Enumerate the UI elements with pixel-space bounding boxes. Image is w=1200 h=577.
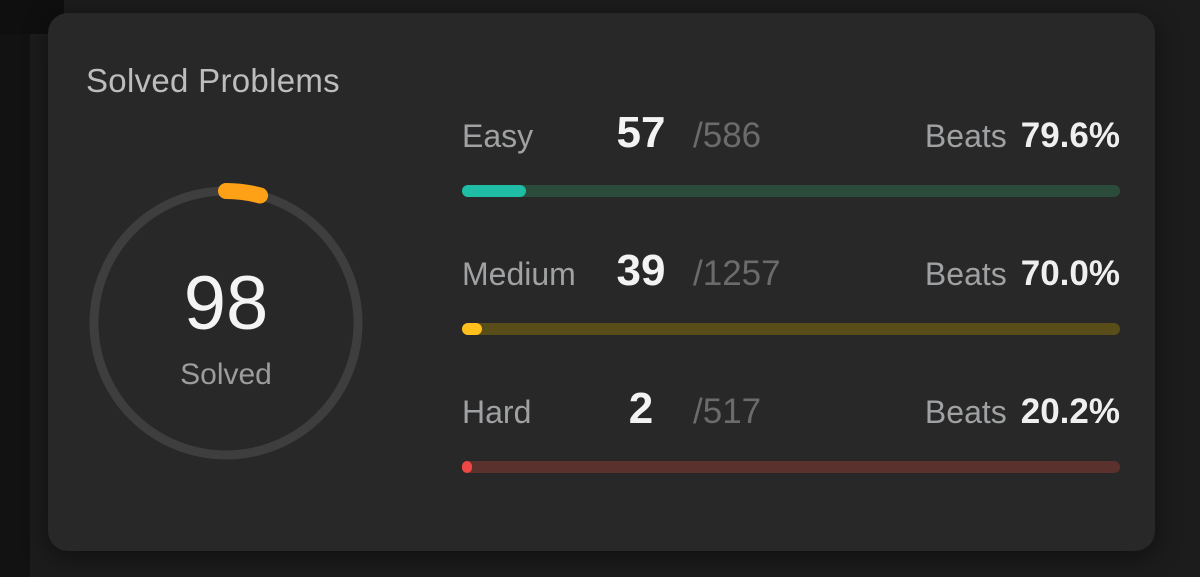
beats-label: Beats: [924, 256, 1007, 292]
total-count-value: /586: [693, 116, 762, 155]
progress-bar-track: [462, 461, 1120, 473]
row-header: Medium 39 /1257 Beats 70.0%: [462, 246, 1120, 303]
difficulty-row-hard[interactable]: Hard 2 /517 Beats 20.2%: [462, 384, 1120, 488]
progress-bar-track: [462, 323, 1120, 335]
progress-bar-fill: [462, 185, 526, 197]
beats-label: Beats: [924, 394, 1007, 430]
beats-percentage: 20.2%: [1020, 392, 1120, 431]
difficulty-label: Hard: [462, 394, 532, 430]
solved-caption: Solved: [180, 358, 272, 391]
beats-percentage: 79.6%: [1020, 116, 1120, 155]
difficulty-row-medium[interactable]: Medium 39 /1257 Beats 70.0%: [462, 246, 1120, 350]
solved-problems-card: Solved Problems 98 Solved Easy 57 /586 B…: [48, 13, 1155, 551]
solved-count: 98: [183, 261, 269, 346]
page-edge-strip: [0, 0, 30, 577]
row-header: Easy 57 /586 Beats 79.6%: [462, 108, 1120, 165]
beats-percentage: 70.0%: [1020, 254, 1120, 293]
difficulty-row-easy[interactable]: Easy 57 /586 Beats 79.6%: [462, 108, 1120, 212]
progress-bar-fill: [462, 461, 472, 473]
solved-count-value: 57: [616, 108, 666, 157]
card-title: Solved Problems: [86, 62, 340, 99]
difficulty-label: Medium: [462, 256, 576, 292]
solved-progress-ring: 98 Solved: [81, 178, 371, 468]
ring-progress-arc: [218, 183, 269, 204]
row-header: Hard 2 /517 Beats 20.2%: [462, 384, 1120, 441]
progress-bar-track: [462, 185, 1120, 197]
total-count-value: /517: [693, 392, 762, 431]
total-count-value: /1257: [693, 254, 781, 293]
ring-svg: [89, 183, 363, 460]
ring-center-text: 98 Solved: [81, 178, 371, 468]
beats-label: Beats: [924, 118, 1007, 154]
progress-bar-fill: [462, 323, 482, 335]
difficulty-label: Easy: [462, 118, 534, 154]
solved-count-value: 2: [628, 384, 654, 433]
solved-count-value: 39: [616, 246, 666, 295]
